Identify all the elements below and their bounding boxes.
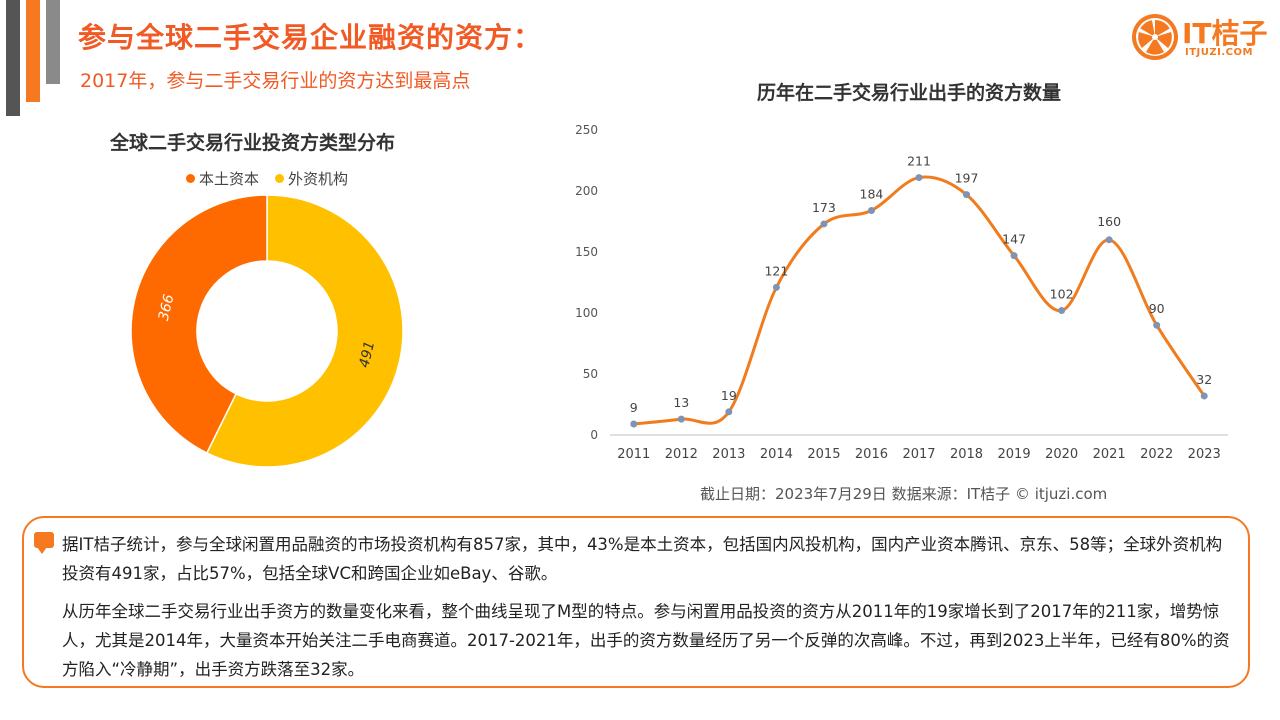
data-label: 197 [955,171,979,186]
x-tick-label: 2021 [1093,447,1126,462]
data-label: 90 [1149,301,1165,316]
data-label: 160 [1097,214,1121,229]
donut-chart-title: 全球二手交易行业投资方类型分布 [110,132,396,154]
summary-paragraph-2: 从历年全球二手交易行业出手资方的数量变化来看，整个曲线呈现了M型的特点。参与闲置… [62,602,1230,679]
donut-legend: 本土资本 外资机构 [186,168,348,189]
data-point [1200,392,1208,400]
data-label: 32 [1196,372,1212,387]
data-label: 147 [1002,232,1026,247]
y-tick-label: 50 [583,367,598,381]
data-point [1105,236,1113,244]
data-label: 102 [1050,287,1074,302]
data-label: 173 [812,200,836,215]
x-tick-label: 2023 [1188,447,1221,462]
y-tick-label: 150 [575,245,598,259]
x-tick-label: 2013 [712,447,745,462]
orange-slice-icon [1132,14,1178,60]
itjuzi-logo: IT桔子 ITJUZI.COM [1130,10,1270,62]
x-tick-label: 2018 [950,447,983,462]
summary-box [22,516,1250,688]
summary-paragraph-1: 据IT桔子统计，参与全球闲置用品融资的市场投资机构有857家，其中，43%是本土… [62,535,1223,583]
x-tick-label: 2012 [665,447,698,462]
data-point [1058,307,1066,315]
legend-marker-domestic [186,174,195,183]
data-point [1010,252,1018,260]
legend-item-foreign: 外资机构 [275,168,348,189]
legend-item-domestic: 本土资本 [186,168,259,189]
donut-slice-foreign [205,194,404,468]
legend-label-foreign: 外资机构 [288,170,349,188]
x-tick-label: 2022 [1140,447,1173,462]
logo-sub: ITJUZI.COM [1185,47,1253,58]
page-title: 参与全球二手交易企业融资的资方： [78,21,543,54]
y-tick-label: 100 [575,306,598,320]
donut-label-foreign: 491 [356,340,378,370]
source-note: 截止日期：2023年7月29日 数据来源：IT桔子 © itjuzi.com [700,485,1108,503]
y-tick-label: 200 [575,184,598,198]
data-point [725,408,733,416]
data-point [630,420,638,428]
data-point [1153,321,1161,329]
data-label: 9 [630,400,638,415]
x-tick-label: 2020 [1045,447,1078,462]
y-tick-label: 0 [590,428,598,442]
line-chart-title: 历年在二手交易行业出手的资方数量 [757,82,1062,104]
data-label: 211 [907,154,931,169]
logo-text: IT桔子 [1182,17,1268,50]
speech-bubble-icon [34,532,54,554]
data-label: 13 [673,395,689,410]
line-chart: 0 50 100 150 200 250 2011 2012 2013 2014 2015 2016 2… [575,123,1228,462]
data-label: 121 [764,263,788,278]
series-line [633,175,1206,426]
data-point [963,191,971,199]
decor-bar-dark [6,0,20,116]
x-tick-label: 2017 [902,447,935,462]
donut-chart: 491 366 [130,194,404,468]
data-point [867,207,875,215]
x-tick-label: 2019 [998,447,1031,462]
data-point [915,174,923,182]
legend-marker-foreign [275,174,285,183]
data-point [820,220,828,228]
x-tick-label: 2016 [855,447,888,462]
decor-bar-orange [26,0,40,102]
data-point [772,283,780,291]
decor-bar-gray [46,0,60,84]
data-point [677,415,685,423]
x-tick-label: 2014 [760,447,793,462]
legend-label-domestic: 本土资本 [199,170,260,188]
x-tick-label: 2015 [807,447,840,462]
data-label: 19 [721,388,737,403]
donut-slice-domestic [130,194,268,454]
data-label: 184 [860,187,884,202]
y-tick-label: 250 [575,123,598,137]
donut-label-domestic: 366 [156,293,178,323]
page-subtitle: 2017年，参与二手交易行业的资方达到最高点 [80,70,471,92]
x-tick-label: 2011 [617,447,650,462]
